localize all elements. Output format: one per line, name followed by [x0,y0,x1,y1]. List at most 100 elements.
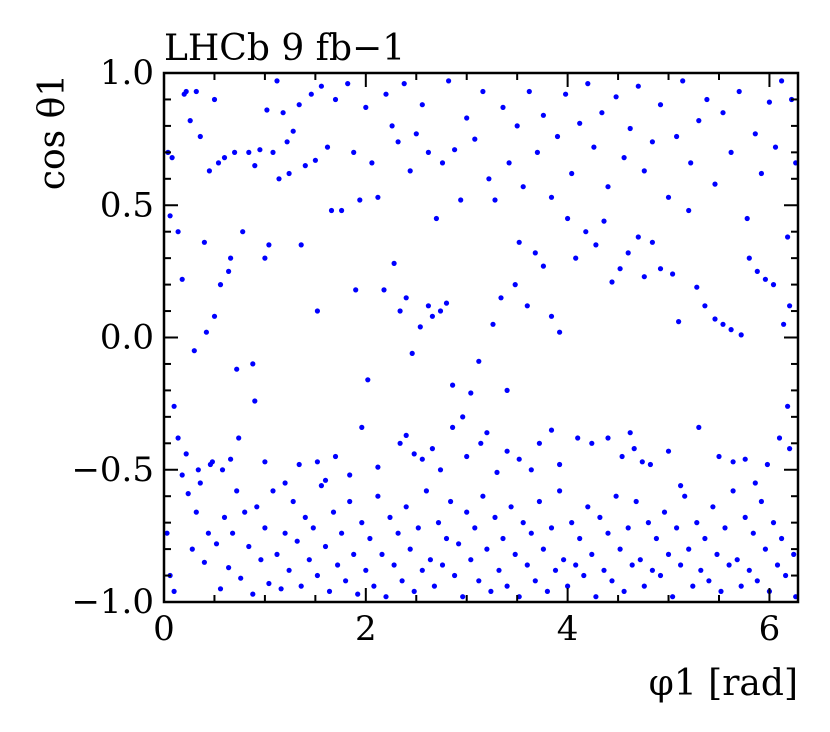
data-point [593,594,599,600]
data-point [460,414,466,420]
data-point [258,557,264,563]
data-point [226,268,232,274]
data-point [308,91,314,97]
data-point [427,557,433,563]
data-point [276,176,282,182]
data-point [232,149,238,155]
data-point [548,427,555,433]
data-point [512,551,518,558]
data-point [179,472,185,478]
data-point [298,583,304,589]
data-point [754,578,760,584]
data-point [712,181,718,187]
data-point [557,461,563,468]
data-point [738,332,744,338]
y-axis-title: cos θ1 [32,74,73,190]
data-point [274,78,280,84]
data-point [577,120,583,126]
data-point [573,255,579,261]
data-point [312,157,318,163]
data-point [476,358,482,364]
data-point [682,493,688,499]
data-point [407,168,413,174]
data-point [464,509,470,515]
data-point [419,456,425,462]
data-point [726,562,732,568]
data-point [383,91,389,97]
data-point [657,572,664,579]
data-point [554,133,561,140]
data-point [629,562,635,568]
data-point [464,115,470,121]
data-point [383,594,389,600]
data-point [448,498,454,505]
x-tick-label: 6 [759,609,781,649]
data-point [252,398,258,404]
data-point [332,96,339,103]
data-point [730,459,736,465]
data-point [417,324,423,330]
data-point [399,578,405,584]
data-point [661,509,668,515]
data-point [627,430,633,436]
data-point [500,535,506,542]
data-point [762,546,769,552]
data-point [516,456,522,462]
data-point [246,149,252,155]
data-point [375,493,381,499]
data-point [332,453,339,460]
data-point [548,525,555,531]
data-point [347,498,353,505]
data-point [772,144,779,150]
data-point [359,424,365,430]
data-point [183,88,189,95]
data-point [435,520,442,526]
data-point [585,81,591,87]
data-point [599,110,605,116]
data-point [762,276,769,282]
data-point [605,184,611,190]
data-point [674,525,680,531]
data-point [544,588,551,595]
data-point [439,160,446,166]
data-point [548,313,555,319]
data-point [770,282,777,288]
data-point [339,207,345,214]
data-point [262,459,268,465]
data-point [742,456,748,462]
data-point [690,583,696,589]
data-point [686,207,692,214]
data-point [419,102,425,108]
y-tick-label: −0.5 [71,450,154,490]
data-point [716,453,722,460]
data-point [698,567,704,573]
data-point [322,543,329,550]
data-point [415,525,421,531]
data-point [236,435,242,441]
data-point [676,319,682,325]
x-tick-label: 2 [355,609,377,649]
data-point [439,562,446,568]
data-point [357,197,363,203]
data-point [375,464,381,470]
data-point [437,308,444,314]
data-point [217,282,224,288]
data-point [791,551,797,558]
data-point [425,303,431,309]
data-point [540,546,547,552]
data-point [397,440,403,446]
data-point [215,160,222,166]
data-point [631,446,637,452]
data-point [294,538,300,544]
data-point [706,578,712,584]
data-point [171,403,177,409]
data-point [601,567,607,573]
data-point [310,525,316,531]
data-point [627,125,633,132]
data-point [221,514,228,521]
data-point [468,557,474,563]
data-point [635,234,641,240]
data-point [639,459,645,465]
data-point [484,430,490,436]
